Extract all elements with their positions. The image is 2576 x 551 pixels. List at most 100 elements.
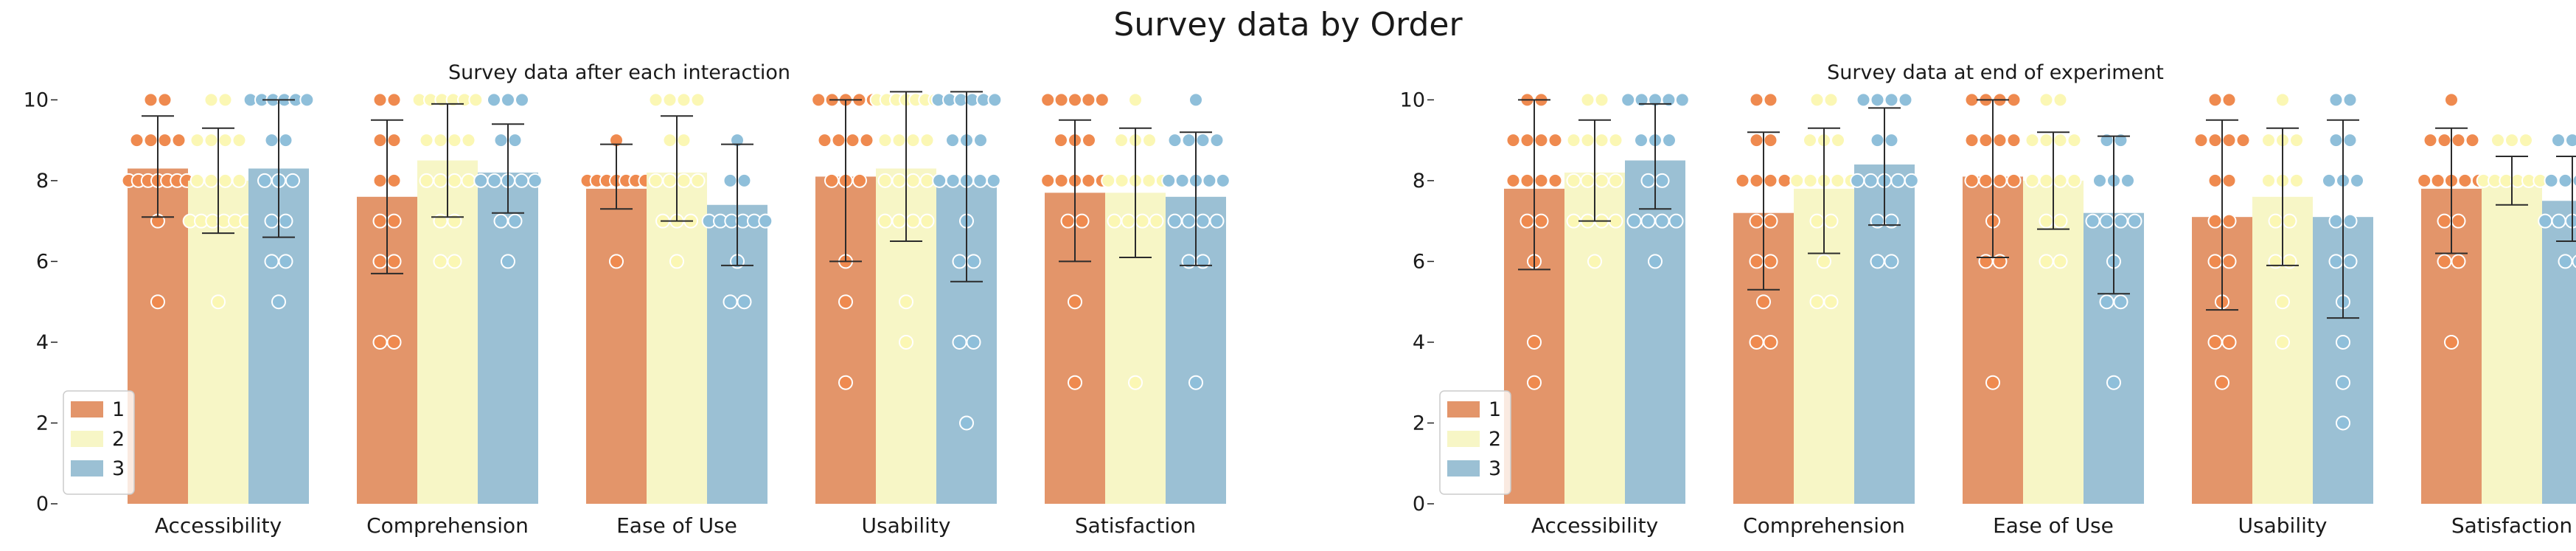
data-point — [2423, 133, 2438, 148]
data-point — [1082, 133, 1096, 148]
data-point — [2572, 173, 2576, 187]
data-point — [493, 213, 509, 229]
data-point — [2039, 133, 2054, 148]
legend-label: 3 — [1489, 457, 1501, 480]
legend-swatch — [71, 401, 103, 417]
data-point — [1809, 213, 1825, 229]
legend-label: 2 — [112, 428, 125, 451]
y-tick-label: 2 — [36, 412, 49, 434]
data-point — [1890, 173, 1906, 188]
data-point — [1534, 133, 1549, 148]
data-point — [1803, 133, 1817, 148]
y-tick-label: 8 — [36, 170, 49, 193]
data-point — [129, 133, 145, 148]
data-point — [203, 173, 219, 188]
data-point — [2544, 173, 2559, 188]
data-point — [1735, 173, 1750, 188]
data-point — [419, 133, 434, 148]
data-point — [905, 173, 921, 188]
data-point — [2275, 92, 2290, 108]
data-point — [1209, 133, 1225, 148]
y-tick-label: 4 — [36, 331, 49, 354]
data-point — [1621, 92, 1636, 108]
data-point — [2106, 375, 2121, 390]
data-point — [2551, 133, 2566, 148]
x-tick-label: Accessibility — [155, 513, 282, 538]
data-point — [2235, 133, 2251, 148]
data-point — [189, 173, 205, 188]
data-point — [1763, 133, 1778, 148]
data-point — [2342, 133, 2358, 148]
data-point — [877, 133, 893, 148]
data-point — [1141, 173, 1157, 188]
data-point — [1060, 213, 1076, 229]
data-point — [877, 213, 893, 229]
y-tick-label: 10 — [24, 89, 49, 111]
data-point — [905, 133, 921, 148]
bar — [2482, 180, 2542, 504]
data-point — [891, 133, 907, 148]
data-point — [2039, 213, 2054, 229]
y-tick-label: 8 — [1413, 170, 1425, 193]
data-point — [1777, 173, 1792, 188]
data-point — [2328, 92, 2344, 108]
y-tick-label: 2 — [1413, 412, 1425, 434]
data-point — [2085, 213, 2100, 229]
data-point — [966, 334, 981, 350]
x-tick-label: Ease of Use — [616, 513, 737, 538]
data-point — [143, 92, 159, 108]
data-point — [2342, 92, 2358, 108]
data-point — [690, 92, 706, 108]
data-point — [2099, 294, 2114, 310]
data-point — [1594, 133, 1609, 148]
legend-label: 1 — [1489, 398, 1501, 421]
data-point — [758, 213, 773, 229]
data-point — [2336, 334, 2350, 350]
data-point — [987, 92, 1003, 108]
data-point — [2113, 294, 2128, 310]
data-point — [2067, 173, 2082, 188]
data-point — [1634, 133, 1649, 148]
data-point — [2451, 254, 2466, 269]
data-point — [1823, 294, 1839, 310]
data-point — [1121, 213, 1136, 229]
data-point — [515, 92, 529, 108]
data-point — [2207, 213, 2223, 229]
data-point — [433, 133, 448, 148]
data-point — [1904, 173, 1919, 188]
data-point — [2342, 213, 2358, 229]
data-point — [2053, 92, 2068, 108]
data-point — [1809, 294, 1825, 310]
data-point — [1167, 133, 1183, 148]
data-point — [2207, 92, 2223, 108]
data-point — [2006, 133, 2022, 148]
data-point — [2261, 133, 2276, 148]
data-point — [919, 173, 935, 188]
data-point — [1587, 254, 1602, 269]
data-point — [501, 254, 515, 269]
data-point — [1081, 173, 1096, 188]
data-point — [232, 133, 247, 148]
data-point — [2289, 173, 2304, 188]
data-point — [2221, 254, 2237, 269]
data-point — [1763, 173, 1778, 188]
data-point — [852, 173, 867, 188]
data-point — [690, 173, 706, 188]
data-point — [1749, 254, 1764, 269]
y-tick-label: 4 — [1413, 331, 1425, 354]
legend-swatch — [1447, 460, 1480, 477]
data-point — [1863, 173, 1879, 188]
data-point — [1188, 92, 1203, 108]
data-point — [1654, 213, 1670, 229]
data-point — [973, 133, 988, 148]
data-point — [2490, 133, 2505, 148]
data-point — [1831, 133, 1845, 148]
data-point — [278, 213, 293, 229]
data-point — [271, 294, 286, 310]
data-point — [1668, 213, 1684, 229]
data-point — [648, 173, 664, 188]
data-point — [1978, 133, 1994, 148]
data-point — [1763, 334, 1778, 350]
data-point — [1640, 213, 1656, 229]
